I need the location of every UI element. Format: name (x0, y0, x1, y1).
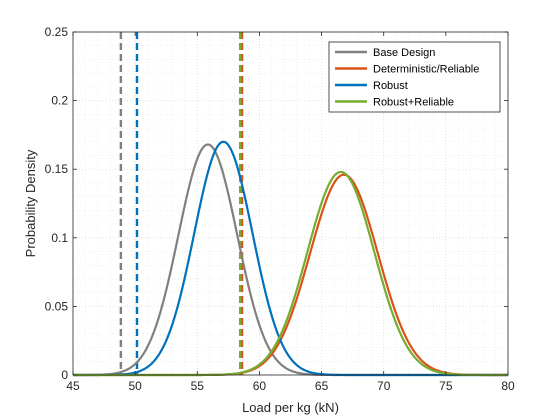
y-tick-label: 0.1 (51, 231, 68, 245)
axes-box (72, 31, 509, 376)
y-tick-label: 0.15 (45, 162, 69, 176)
x-tick-label: 50 (128, 379, 142, 393)
y-tick-label: 0.05 (45, 299, 69, 313)
x-tick-label: 55 (191, 379, 205, 393)
threshold-lines (119, 32, 244, 375)
x-tick-label: 45 (66, 379, 80, 393)
legend-label-0: Base Design (373, 47, 435, 59)
x-tick-label: 80 (501, 379, 515, 393)
x-tick-label: 65 (315, 379, 329, 393)
legend: Base Design Deterministic/Reliable Robust R… (328, 41, 501, 113)
legend-label-3: Robust+Reliable (373, 97, 454, 109)
x-tick-label: 70 (377, 379, 391, 393)
x-tick-label: 75 (439, 379, 453, 393)
x-axis-label: Load per kg (kN) (242, 400, 339, 415)
x-tick-label: 60 (253, 379, 267, 393)
ticks (72, 31, 509, 376)
y-axis-label: Probability Density (23, 149, 38, 257)
legend-label-1: Deterministic/Reliable (373, 64, 479, 76)
tick-labels: 45 50 55 60 65 70 75 80 0 0.05 0.1 0.15 0.2 0.25 (45, 25, 515, 393)
y-tick-label: 0.25 (45, 25, 69, 39)
legend-label-2: Robust (373, 80, 408, 92)
y-tick-label: 0.2 (51, 94, 68, 108)
y-tick-label: 0 (61, 368, 68, 382)
